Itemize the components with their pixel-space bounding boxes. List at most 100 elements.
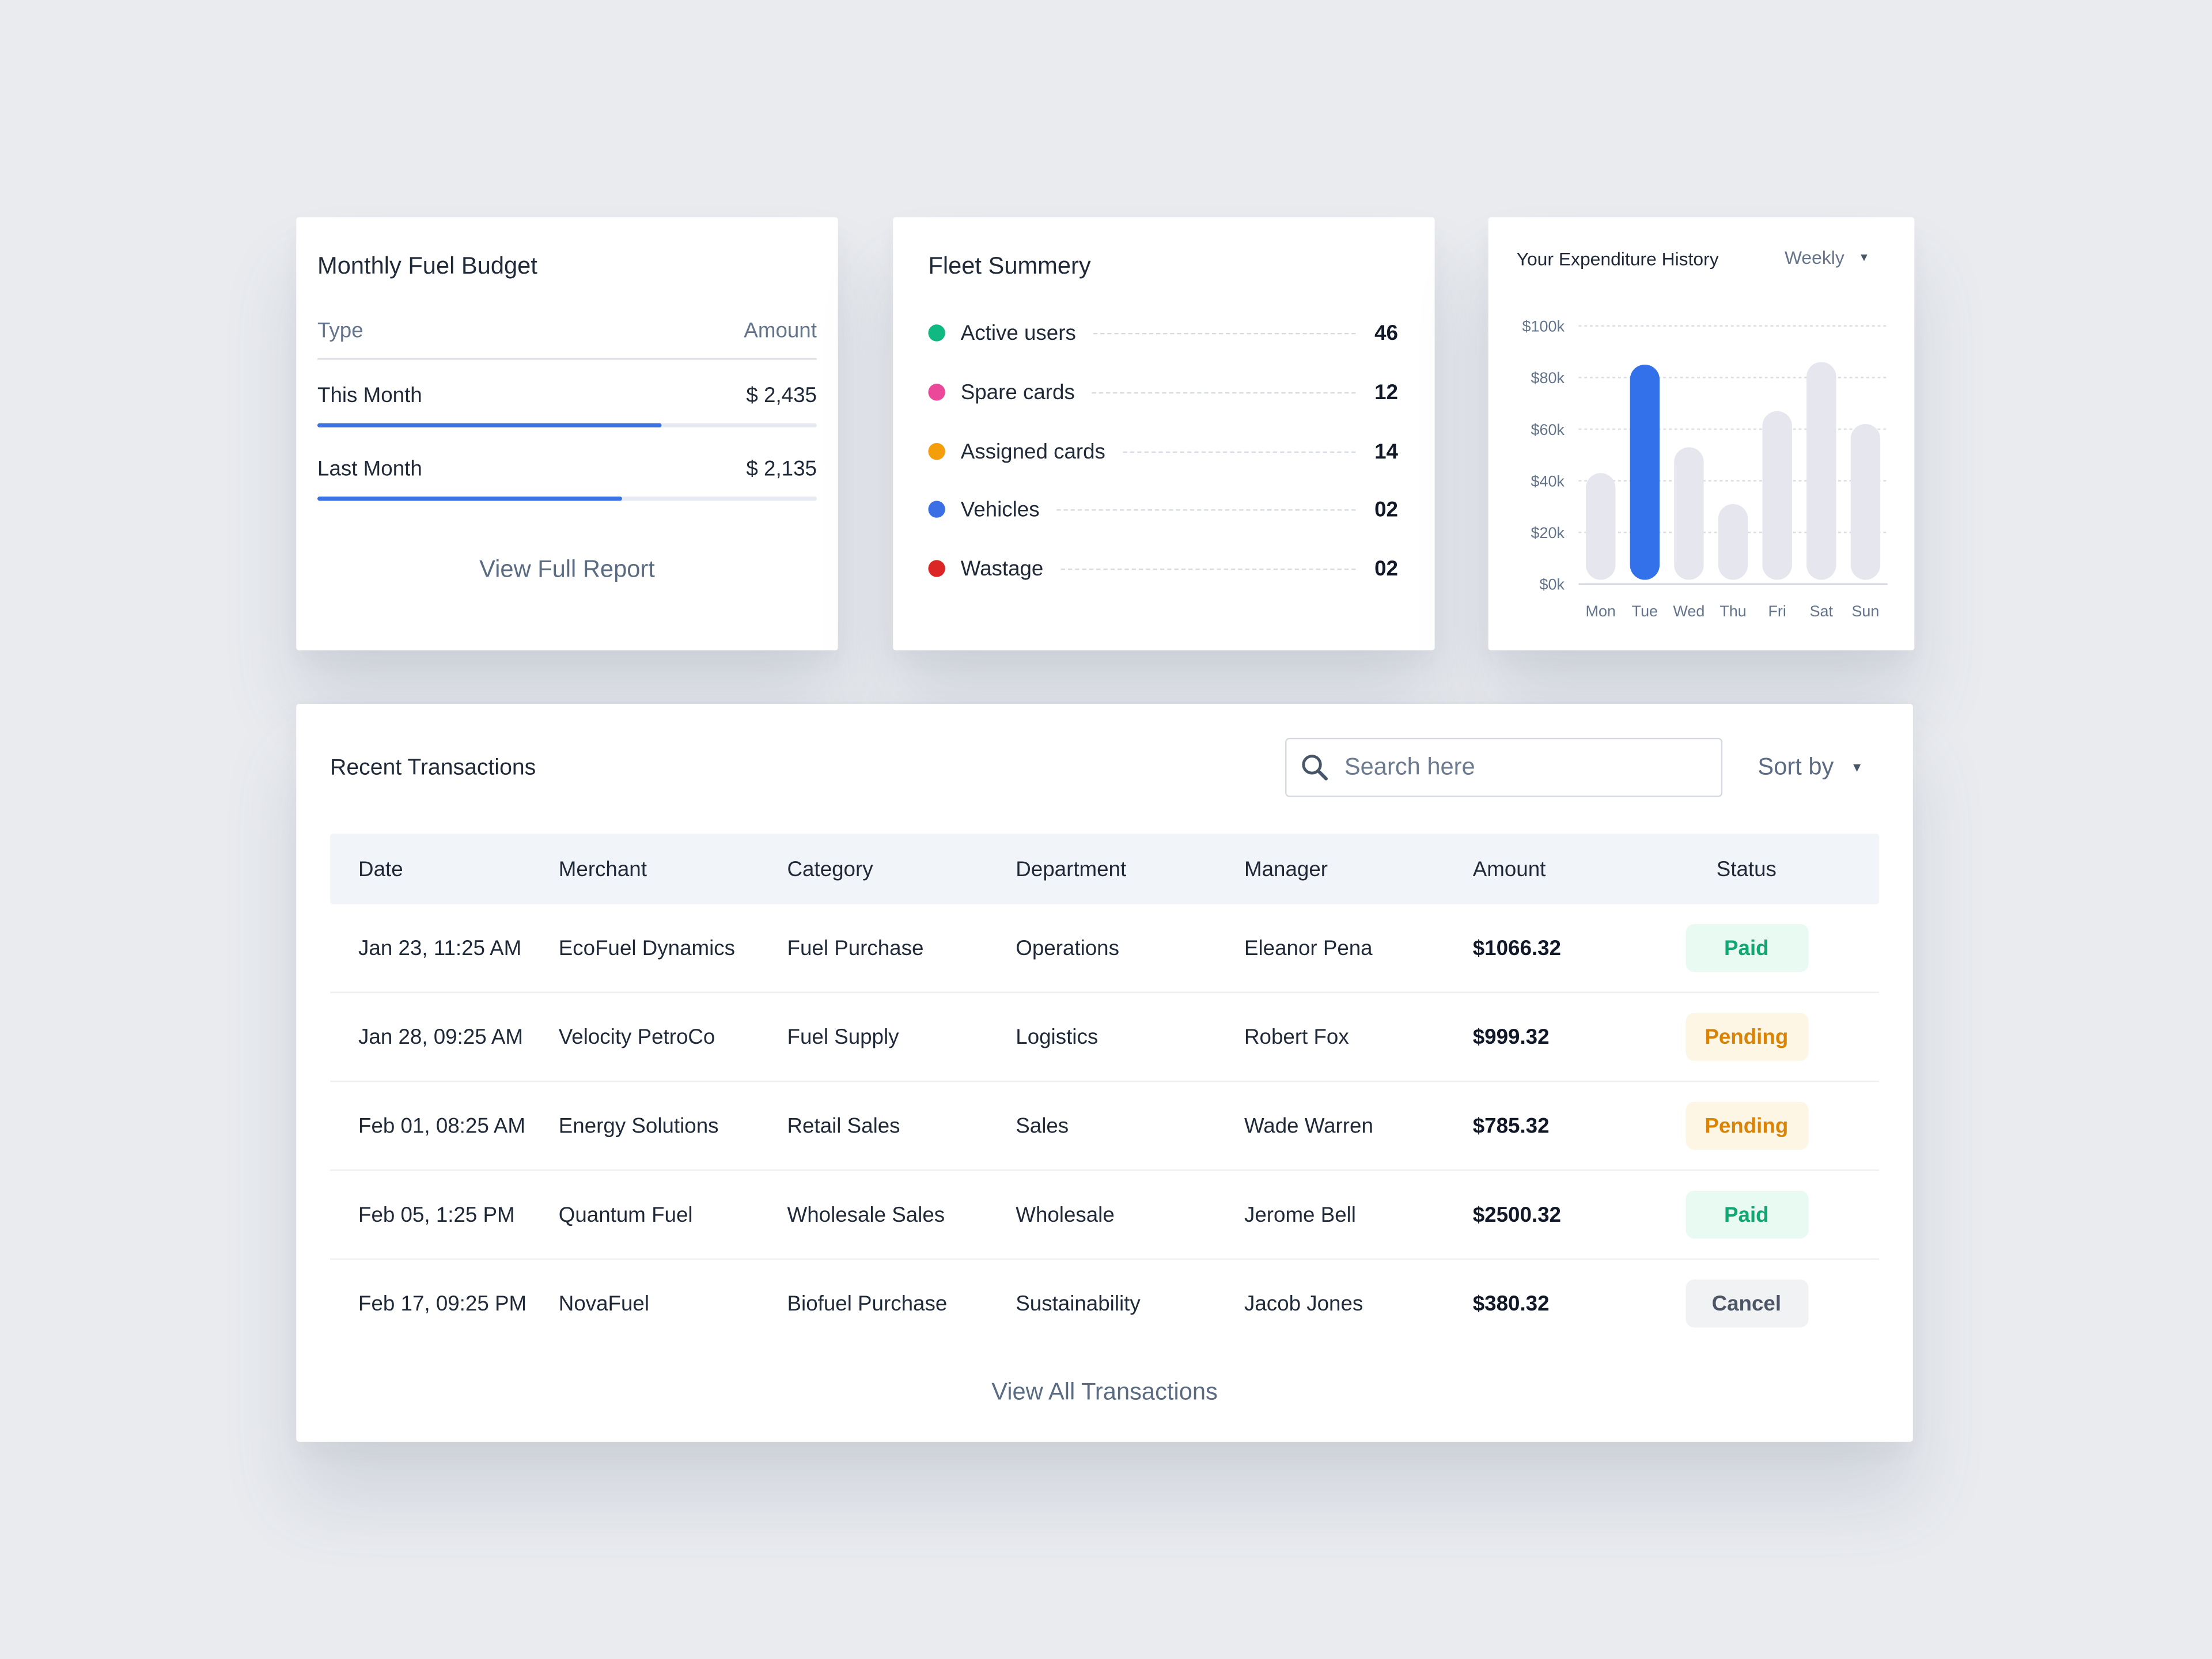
y-tick-label: $80k	[1531, 369, 1565, 387]
fleet-item-label: Assigned cards	[960, 439, 1105, 464]
x-tick-label: Wed	[1673, 603, 1705, 620]
cell-manager: Robert Fox	[1244, 1025, 1349, 1049]
chart-bar-wed[interactable]	[1674, 447, 1704, 580]
cell-date: Feb 05, 1:25 PM	[358, 1202, 515, 1227]
x-tick-label: Tue	[1632, 603, 1658, 620]
budget-row-label: This Month	[317, 384, 422, 408]
fleet-item-active-users: Active users 46	[928, 316, 1398, 350]
cell-merchant: NovaFuel	[558, 1291, 650, 1316]
budget-progress-track	[317, 497, 817, 501]
status-badge: Pending	[1685, 1013, 1808, 1061]
status-badge: Pending	[1685, 1101, 1808, 1150]
cell-status: Paid	[1671, 924, 1823, 972]
status-dot-icon	[928, 560, 945, 577]
cell-status: Pending	[1671, 1101, 1823, 1150]
table-row[interactable]: Feb 05, 1:25 PM Quantum Fuel Wholesale Sal…	[330, 1171, 1880, 1260]
view-all-transactions-link[interactable]: View All Transactions	[991, 1378, 1218, 1406]
cell-amount: $380.32	[1472, 1291, 1550, 1316]
y-tick-label: $40k	[1531, 472, 1565, 490]
y-tick-label: $20k	[1531, 524, 1565, 541]
cell-amount: $1066.32	[1472, 935, 1561, 960]
chart-bar-sat[interactable]	[1806, 362, 1836, 580]
table-body: Jan 23, 11:25 AM EcoFuel Dynamics Fuel Pur…	[330, 904, 1880, 1347]
cell-status: Cancel	[1671, 1279, 1823, 1328]
status-badge: Paid	[1685, 924, 1808, 972]
search-box[interactable]	[1285, 737, 1723, 797]
caret-down-icon: ▼	[1858, 251, 1870, 264]
budget-progress-track	[317, 423, 817, 428]
budget-row-amount: $ 2,135	[746, 457, 817, 482]
status-dot-icon	[928, 324, 945, 342]
view-full-report-link[interactable]: View Full Report	[479, 555, 655, 583]
recent-transactions-card: Recent Transactions Sort by ▼ Date Merch…	[296, 704, 1913, 1442]
budget-table-header: Type Amount	[317, 316, 817, 360]
budget-col-amount: Amount	[744, 319, 817, 343]
sort-by-dropdown[interactable]: Sort by ▼	[1758, 753, 1863, 782]
chart-bar-thu[interactable]	[1718, 503, 1748, 580]
cell-category: Retail Sales	[787, 1113, 900, 1138]
sort-by-label: Sort by	[1758, 753, 1834, 781]
cell-date: Feb 17, 09:25 PM	[358, 1291, 527, 1316]
fleet-item-vehicles: Vehicles 02	[928, 493, 1398, 527]
chart-bar-mon[interactable]	[1586, 473, 1616, 580]
cell-amount: $785.32	[1472, 1113, 1550, 1138]
table-row[interactable]: Feb 01, 08:25 AM Energy Solutions Retail S…	[330, 1082, 1880, 1171]
table-row[interactable]: Feb 17, 09:25 PM NovaFuel Biofuel Purchase…	[330, 1260, 1879, 1347]
cell-date: Jan 28, 09:25 AM	[358, 1025, 523, 1049]
x-tick-label: Thu	[1719, 603, 1746, 620]
dotted-leader	[1092, 391, 1356, 393]
caret-down-icon: ▼	[1850, 760, 1863, 775]
expenditure-bar-chart: $0k $20k $40k $60k $80k $100k Mon Tue Wed Thu Fri S…	[1522, 318, 1888, 620]
cell-date: Feb 01, 08:25 AM	[358, 1113, 526, 1138]
fleet-item-spare-cards: Spare cards 12	[928, 375, 1398, 409]
period-dropdown[interactable]: Weekly ▼	[1785, 247, 1870, 268]
x-tick-label: Sun	[1851, 603, 1879, 620]
column-header-merchant: Merchant	[558, 857, 647, 881]
x-tick-label: Mon	[1586, 603, 1616, 620]
budget-row-label: Last Month	[317, 457, 422, 482]
cell-category: Fuel Purchase	[787, 935, 924, 960]
cell-category: Wholesale Sales	[787, 1202, 945, 1227]
table-row[interactable]: Jan 23, 11:25 AM EcoFuel Dynamics Fuel Pur…	[330, 904, 1880, 994]
chart-bar-tue[interactable]	[1630, 364, 1660, 580]
search-icon	[1301, 753, 1329, 782]
column-header-category: Category	[787, 857, 873, 881]
fleet-item-wastage: Wastage 02	[928, 552, 1398, 586]
expenditure-title: Your Expenditure History	[1516, 248, 1719, 270]
fleet-item-assigned-cards: Assigned cards 14	[928, 434, 1398, 468]
column-header-date: Date	[358, 857, 403, 881]
fleet-title: Fleet Summery	[928, 252, 1091, 279]
budget-col-type: Type	[317, 319, 363, 343]
transactions-title: Recent Transactions	[330, 756, 536, 781]
y-tick-label: $100k	[1522, 318, 1565, 335]
cell-department: Wholesale	[1016, 1202, 1115, 1227]
budget-progress-fill	[317, 497, 622, 501]
table-row[interactable]: Jan 28, 09:25 AM Velocity PetroCo Fuel Sup…	[330, 993, 1880, 1082]
period-dropdown-label: Weekly	[1784, 247, 1844, 268]
cell-merchant: EcoFuel Dynamics	[558, 935, 736, 960]
column-header-department: Department	[1016, 857, 1127, 881]
fleet-item-value: 02	[1374, 497, 1398, 521]
dotted-leader	[1060, 567, 1356, 570]
chart-bar-sun[interactable]	[1850, 424, 1881, 580]
dotted-leader	[1093, 332, 1356, 334]
chart-bar-fri[interactable]	[1762, 411, 1792, 580]
search-input[interactable]	[1341, 752, 1700, 783]
cell-department: Sales	[1016, 1113, 1069, 1138]
cell-category: Fuel Supply	[787, 1025, 899, 1049]
budget-title: Monthly Fuel Budget	[317, 252, 537, 279]
fleet-item-label: Vehicles	[960, 497, 1040, 521]
expenditure-history-card: $0k $20k $40k $60k $80k $100k Mon Tue Wed Thu Fri S…	[1488, 217, 1915, 650]
transactions-table: Date Merchant Category Department Manage…	[330, 834, 1880, 1347]
cell-merchant: Energy Solutions	[558, 1113, 719, 1138]
monthly-fuel-budget-card: Monthly Fuel Budget Type Amount This Mon…	[296, 217, 838, 650]
cell-category: Biofuel Purchase	[787, 1291, 948, 1316]
status-badge: Paid	[1685, 1190, 1808, 1239]
budget-row-amount: $ 2,435	[746, 384, 817, 408]
cell-merchant: Velocity PetroCo	[558, 1025, 715, 1049]
status-badge: Cancel	[1685, 1279, 1808, 1328]
fleet-item-value: 02	[1374, 556, 1398, 581]
fleet-item-value: 12	[1374, 380, 1398, 404]
budget-row-this-month: This Month $ 2,435	[317, 384, 817, 440]
cell-manager: Wade Warren	[1244, 1113, 1373, 1138]
